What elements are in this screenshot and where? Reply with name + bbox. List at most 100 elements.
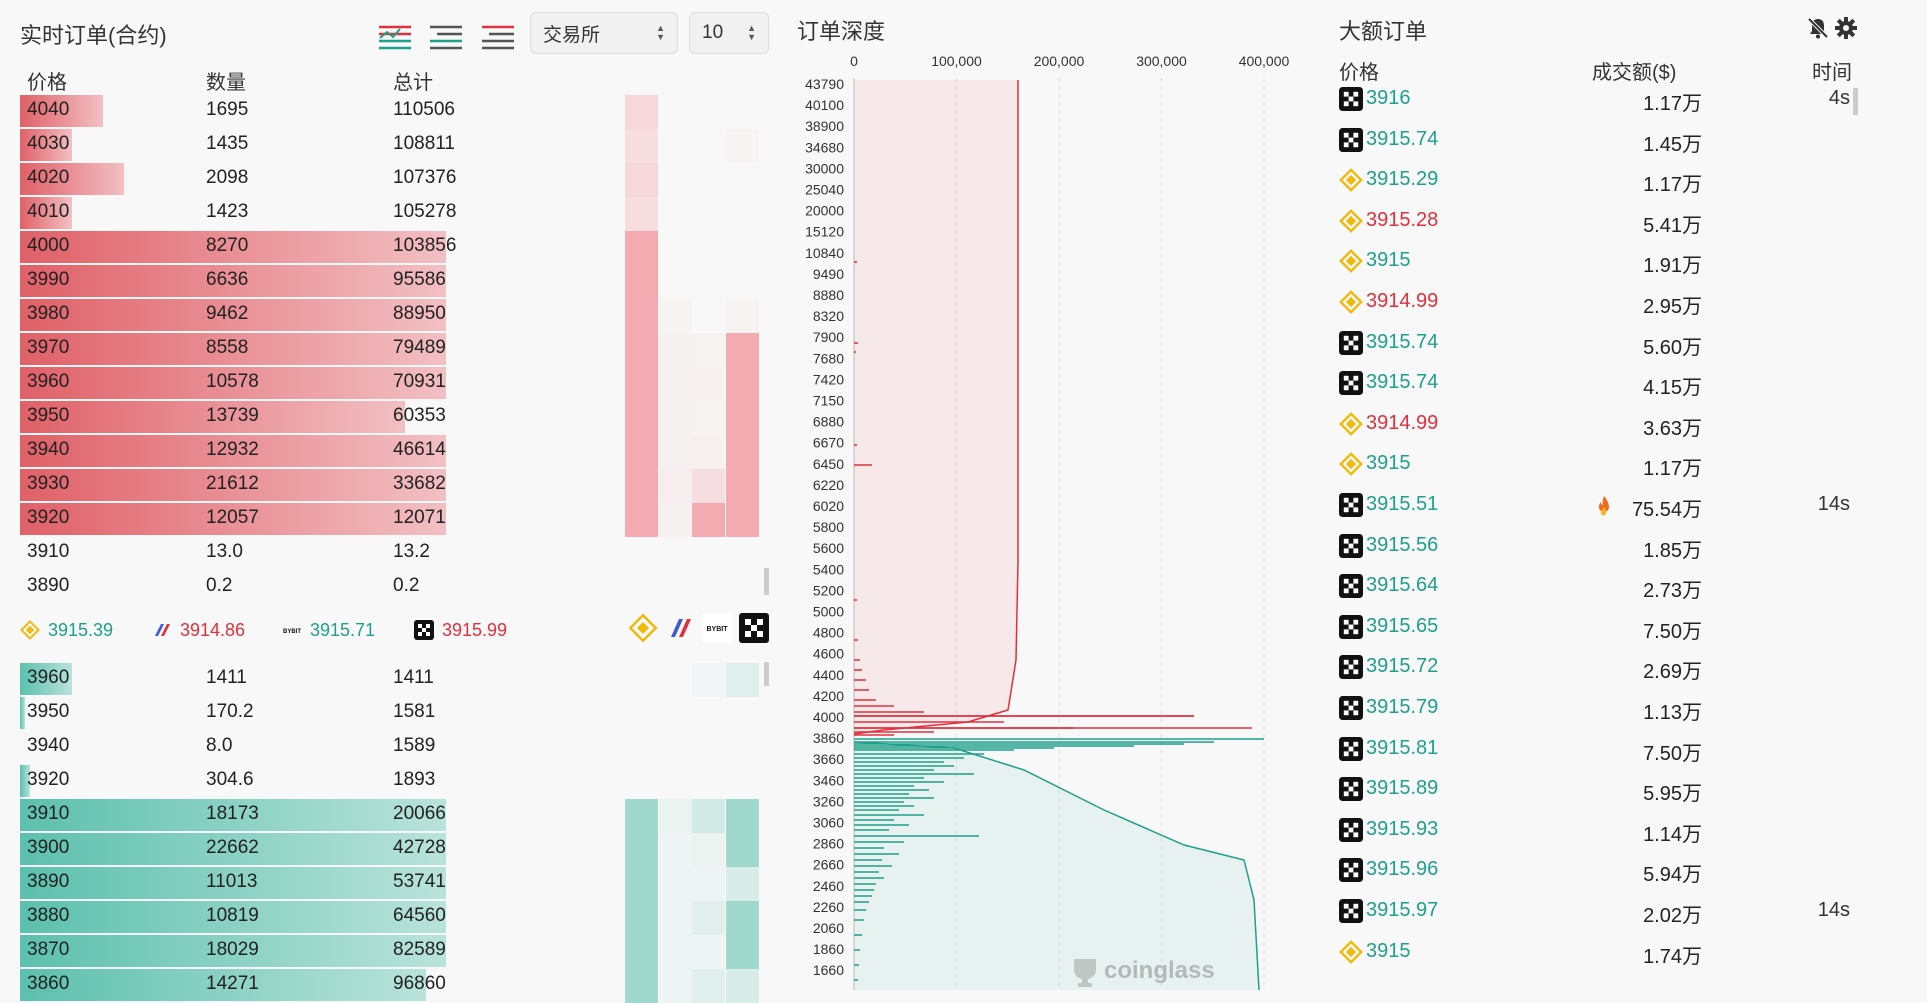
bid-row[interactable]: 3860 14271 96860 xyxy=(20,969,540,1001)
large-order-row[interactable]: 3914.99 3.63万 xyxy=(1336,404,1856,444)
order-amount: 2.69万 xyxy=(1643,661,1702,684)
order-price: 3915.72 xyxy=(1366,655,1439,678)
heat-cell xyxy=(659,435,692,469)
exchange-filter-icons: BYBIT xyxy=(628,613,769,648)
large-order-row[interactable]: 3915 1.17万 xyxy=(1336,444,1856,484)
fire-icon xyxy=(1599,496,1609,516)
coinglass-watermark: coinglass xyxy=(1070,955,1215,987)
asks-scrollbar[interactable] xyxy=(764,568,769,595)
bid-row[interactable]: 3900 22662 42728 xyxy=(20,833,540,865)
depth-chart[interactable]: 0 100,000 200,000 300,000 400,000 43790 40100 3… xyxy=(790,0,1310,990)
qty-cell: 18029 xyxy=(206,939,259,960)
ask-row[interactable]: 4040 1695 110506 xyxy=(20,95,540,127)
large-order-row[interactable]: 3915.79 1.13万 xyxy=(1336,688,1856,728)
large-orders-scrollbar[interactable] xyxy=(1853,88,1858,115)
depth-bar xyxy=(20,163,124,195)
ask-row[interactable]: 3990 6636 95586 xyxy=(20,265,540,297)
bid-row[interactable]: 3940 8.0 1589 xyxy=(20,731,540,763)
bid-row[interactable]: 3890 11013 53741 xyxy=(20,867,540,899)
large-order-row[interactable]: 3915.65 7.50万 xyxy=(1336,607,1856,647)
ask-row[interactable]: 4000 8270 103856 xyxy=(20,231,540,263)
view-asks-icon[interactable] xyxy=(479,16,517,54)
large-order-row[interactable]: 3915.74 5.60万 xyxy=(1336,323,1856,363)
order-amount: 2.73万 xyxy=(1643,580,1702,603)
large-order-row[interactable]: 3915.96 5.94万 xyxy=(1336,850,1856,890)
total-cell: 12071 xyxy=(393,507,446,528)
large-order-row[interactable]: 3915.56 1.85万 xyxy=(1336,526,1856,566)
price-cell: 3990 xyxy=(27,269,70,290)
x-tick-label: 400,000 xyxy=(1239,53,1290,69)
large-order-row[interactable]: 3915.89 5.95万 xyxy=(1336,769,1856,809)
y-tick-label: 5800 xyxy=(813,519,844,535)
depth-bar xyxy=(20,435,447,467)
x-tick-label: 100,000 xyxy=(931,53,982,69)
large-order-row[interactable]: 3915 1.91万 xyxy=(1336,241,1856,281)
heat-cell xyxy=(659,401,692,435)
bid-row[interactable]: 3880 10819 64560 xyxy=(20,901,540,933)
ask-row[interactable]: 4010 1423 105278 xyxy=(20,197,540,229)
large-order-row[interactable]: 3915.93 1.14万 xyxy=(1336,810,1856,850)
bid-row[interactable]: 3910 18173 20066 xyxy=(20,799,540,831)
large-order-row[interactable]: 3915.28 5.41万 xyxy=(1336,201,1856,241)
ask-row[interactable]: 3890 0.2 0.2 xyxy=(20,571,540,603)
exchange-price[interactable]: 3914.86 xyxy=(152,616,245,644)
ask-row[interactable]: 3960 10578 70931 xyxy=(20,367,540,399)
large-order-row[interactable]: 3915.74 1.45万 xyxy=(1336,120,1856,160)
ask-row[interactable]: 3970 8558 79489 xyxy=(20,333,540,365)
ask-row[interactable]: 3950 13739 60353 xyxy=(20,401,540,433)
mute-bell-icon[interactable] xyxy=(1806,16,1830,45)
ask-row[interactable]: 3930 21612 33682 xyxy=(20,469,540,501)
large-order-row[interactable]: 3915.64 2.73万 xyxy=(1336,566,1856,606)
heat-cell xyxy=(726,469,759,503)
exchange-price[interactable]: BYBIT 3915.71 xyxy=(282,616,375,644)
exchange-select[interactable]: 交易所 ▲ ▼ xyxy=(530,12,678,54)
y-tick-label: 2860 xyxy=(813,836,844,852)
exchange-price[interactable]: 3915.99 xyxy=(414,616,507,644)
price-cell: 3910 xyxy=(27,803,70,824)
large-order-row[interactable]: 3915.97 2.02万 14s xyxy=(1336,891,1856,931)
large-order-row[interactable]: 3915.74 4.15万 xyxy=(1336,363,1856,403)
binance-filter-icon[interactable] xyxy=(628,613,658,648)
ask-row[interactable]: 4020 2098 107376 xyxy=(20,163,540,195)
bitmex-filter-icon[interactable] xyxy=(665,613,695,648)
bid-row[interactable]: 3950 170.2 1581 xyxy=(20,697,540,729)
large-order-row[interactable]: 3915.29 1.17万 xyxy=(1336,160,1856,200)
okx-icon xyxy=(1339,614,1363,639)
large-order-row[interactable]: 3915 1.74万 xyxy=(1336,932,1856,972)
heat-cell xyxy=(692,935,725,969)
ask-row[interactable]: 3980 9462 88950 xyxy=(20,299,540,331)
bybit-filter-icon[interactable]: BYBIT xyxy=(702,613,732,648)
ask-row[interactable]: 3920 12057 12071 xyxy=(20,503,540,535)
total-cell: 1411 xyxy=(393,667,434,688)
large-order-row[interactable]: 3914.99 2.95万 xyxy=(1336,282,1856,322)
depth-level-select[interactable]: 10 ▲ ▼ xyxy=(689,12,769,54)
heat-cell xyxy=(726,901,759,935)
large-orders-panel: 大额订单 价格 成交额($) 时间 3916 1.17万 4s 3915.74 1.45… xyxy=(1336,0,1896,990)
view-both-icon[interactable] xyxy=(376,16,414,54)
large-order-row[interactable]: 3915.72 2.69万 xyxy=(1336,647,1856,687)
settings-gear-icon[interactable] xyxy=(1834,16,1858,45)
bid-row[interactable]: 3960 1411 1411 xyxy=(20,663,540,695)
ask-row[interactable]: 3910 13.0 13.2 xyxy=(20,537,540,569)
okx-icon xyxy=(1339,533,1363,558)
bid-row[interactable]: 3870 18029 82589 xyxy=(20,935,540,967)
heat-cell xyxy=(726,299,759,333)
price-cell: 3960 xyxy=(27,667,70,688)
bids-scrollbar[interactable] xyxy=(764,662,769,686)
ask-row[interactable]: 4030 1435 108811 xyxy=(20,129,540,161)
exchange-price[interactable]: 3915.39 xyxy=(20,616,113,644)
heat-cell xyxy=(625,469,658,503)
y-tick-label: 4600 xyxy=(813,646,844,662)
orderbook-title: 实时订单(合约) xyxy=(20,23,167,48)
ask-row[interactable]: 3940 12932 46614 xyxy=(20,435,540,467)
view-bids-icon[interactable] xyxy=(427,16,465,54)
okx-filter-icon[interactable] xyxy=(739,613,769,648)
svg-text:BYBIT: BYBIT xyxy=(283,629,301,635)
large-order-row[interactable]: 3915.51 75.54万 14s xyxy=(1336,485,1856,525)
bid-row[interactable]: 3920 304.6 1893 xyxy=(20,765,540,797)
depth-bar xyxy=(20,299,447,331)
large-order-row[interactable]: 3916 1.17万 4s xyxy=(1336,79,1856,119)
order-price: 3915.74 xyxy=(1366,330,1439,353)
large-order-row[interactable]: 3915.81 7.50万 xyxy=(1336,729,1856,769)
okx-icon xyxy=(1339,817,1363,842)
